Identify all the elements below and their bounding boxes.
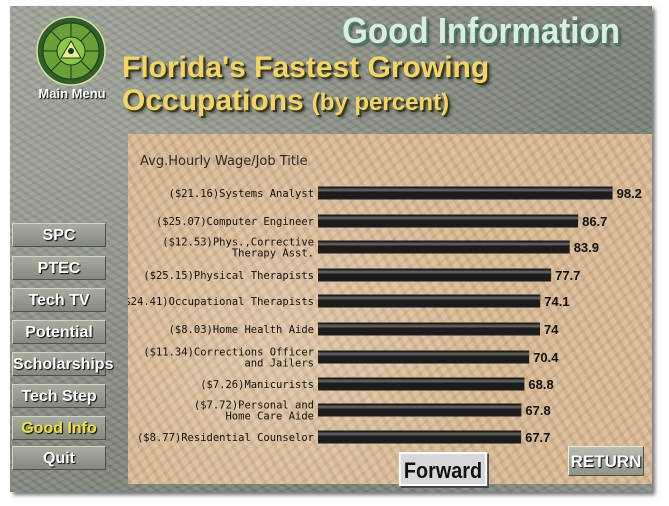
value-label: 86.7 <box>582 214 607 229</box>
bar-highlight <box>318 324 540 328</box>
value-label: 70.4 <box>533 350 559 365</box>
category-label: Home Care Aide <box>225 411 314 423</box>
value-label: 98.2 <box>617 186 642 201</box>
nav-item-ptec[interactable]: PTEC <box>12 256 106 280</box>
category-label: ($25.15)Physical Therapists <box>143 270 314 282</box>
nav-item-tech-step[interactable]: Tech Step <box>12 384 106 408</box>
bar-8 <box>318 377 525 391</box>
page-title-suffix: (by percent) <box>311 89 450 116</box>
return-button[interactable]: RETURN <box>568 446 644 476</box>
bar-highlight <box>318 352 530 356</box>
category-label: ($8.03)Home Health Aide <box>169 324 314 336</box>
category-label: ($24.41)Occupational Therapists <box>128 296 314 308</box>
nav-item-good-info[interactable]: Good Info <box>12 416 106 440</box>
nav-item-spc[interactable]: SPC <box>12 223 106 247</box>
bar-highlight <box>318 379 525 383</box>
bar-highlight <box>318 242 570 246</box>
category-label: ($25.07)Computer Engineer <box>156 216 314 228</box>
main-menu-label[interactable]: Main Menu <box>38 86 106 101</box>
bar-10 <box>318 430 522 444</box>
bar-4 <box>318 268 552 282</box>
value-label: 83.9 <box>574 240 599 255</box>
forward-button[interactable]: Forward <box>398 452 488 486</box>
bar-chart: 98.2 ($21.16)Systems Analyst 86.7 ($25.07)C… <box>128 186 642 445</box>
bar-highlight <box>318 216 579 220</box>
bar-3 <box>318 240 570 254</box>
page-title: Florida's Fastest Growing <box>122 51 490 84</box>
nav-item-quit[interactable]: Quit <box>12 446 106 470</box>
category-label: ($12.53)Phys.,Corrective <box>162 237 314 249</box>
bar-highlight <box>318 432 522 436</box>
application-window: Main Menu Good Information Florida's Fas… <box>10 6 652 492</box>
career-wheel-logo-icon[interactable] <box>36 16 106 86</box>
category-label: and Jailers <box>244 358 314 370</box>
category-label: ($7.26)Manicurists <box>200 379 314 391</box>
nav-item-scholarships[interactable]: Scholarships <box>12 352 113 376</box>
bar-highlight <box>318 188 613 192</box>
bar-5 <box>318 294 541 308</box>
value-label: 68.8 <box>528 377 553 392</box>
page-title-occupations: Occupations <box>122 84 304 117</box>
page-title-line-2: Occupations (by percent) <box>122 84 449 118</box>
nav-item-tech-tv[interactable]: Tech TV <box>12 288 106 312</box>
bar-highlight <box>318 405 522 409</box>
category-label: ($7.72)Personal and <box>194 400 314 412</box>
bar-7 <box>318 350 530 364</box>
bar-highlight <box>318 296 541 300</box>
value-label: 74.1 <box>544 294 569 309</box>
nav-item-potential[interactable]: Potential <box>12 320 106 344</box>
header-title: Good Information <box>342 10 620 51</box>
chart-title: Avg.Hourly Wage/Job Title <box>140 154 308 169</box>
category-label: ($21.16)Systems Analyst <box>169 188 314 200</box>
category-label: ($11.34)Corrections Officer <box>143 347 314 359</box>
category-label: ($8.77)Residential Counselor <box>137 432 314 444</box>
value-label: 67.8 <box>525 403 550 418</box>
bar-9 <box>318 403 522 417</box>
value-label: 74 <box>544 322 559 337</box>
bar-2 <box>318 214 579 228</box>
bar-6 <box>318 322 540 336</box>
bar-1 <box>318 186 613 200</box>
bar-highlight <box>318 270 552 274</box>
value-label: 77.7 <box>555 268 580 283</box>
category-label: Therapy Asst. <box>232 248 314 260</box>
value-label: 67.7 <box>525 430 550 445</box>
chart-panel: Avg.Hourly Wage/Job Title 98.2 ($21.16)Sy… <box>128 134 652 484</box>
